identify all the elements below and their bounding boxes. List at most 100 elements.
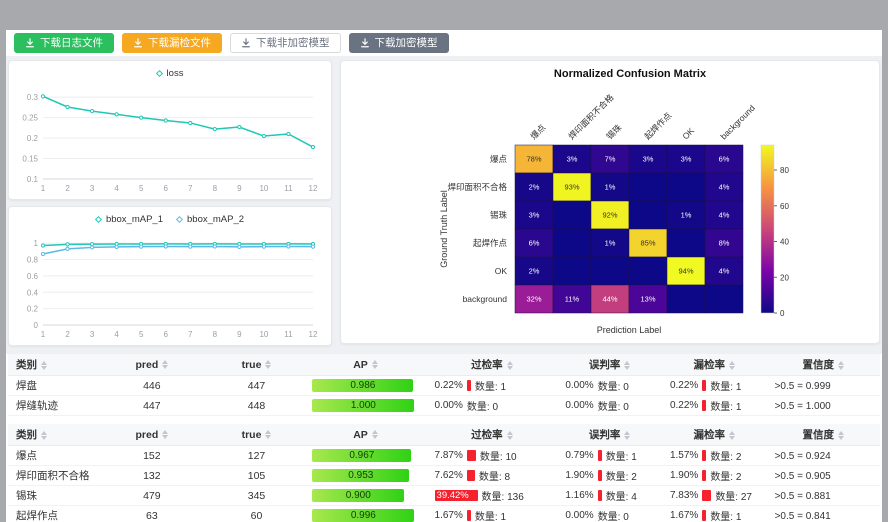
column-header[interactable]: 置信度: [766, 354, 880, 376]
ap-cell: 0.967: [304, 445, 427, 466]
svg-text:9: 9: [237, 330, 242, 339]
column-header-label: AP: [353, 358, 368, 371]
column-header[interactable]: AP: [304, 354, 427, 376]
svg-text:3: 3: [90, 330, 95, 339]
true-count: 447: [208, 375, 305, 396]
column-header[interactable]: 漏检率: [661, 354, 767, 376]
matrix-cell: [552, 256, 592, 286]
svg-text:12: 12: [309, 330, 318, 339]
ap-bar: 0.967: [312, 448, 412, 462]
download-encrypted-model-button[interactable]: 下载加密模型: [348, 32, 449, 54]
matrix-col-label: OK: [680, 125, 696, 141]
column-header[interactable]: 误判率: [557, 424, 662, 446]
rate-cell: 7.83% 数量: 27: [669, 490, 752, 503]
column-header[interactable]: true: [208, 424, 305, 446]
column-header[interactable]: 过检率: [426, 424, 558, 446]
rate-cell: 1.16% 数量: 4: [565, 490, 637, 503]
download-miss-file-button[interactable]: 下载漏检文件: [122, 32, 222, 54]
legend-item[interactable]: loss: [155, 68, 183, 79]
svg-text:0.8: 0.8: [27, 256, 39, 265]
confusion-matrix: 78% 3% 7% 3% 3% 6% 2% 93% 1% 4% 3% 92% 1% 4% 6% 1% 85% 8%…: [439, 92, 789, 335]
confidence-cell: >0.5 = 0.905: [766, 465, 880, 486]
confusion-matrix-card: Normalized Confusion Matrix 78% 3% 7% 3% 3% 6…: [340, 60, 880, 344]
miss-detect-cell: 0.22% 数量: 1: [661, 395, 767, 416]
column-header[interactable]: AP: [304, 424, 427, 446]
sort-icon: [506, 360, 513, 370]
matrix-cell: [590, 172, 630, 202]
table-row: 起焊作点 63 60 0.996 1.67% 数量: 1 0.00% 数量: 0 1.67% 数量…: [8, 505, 880, 522]
svg-text:8: 8: [213, 330, 218, 339]
class-label: 起焊作点: [8, 505, 96, 522]
column-header[interactable]: 误判率: [557, 354, 662, 376]
svg-text:8: 8: [213, 184, 218, 193]
matrix-row-label: OK: [495, 266, 508, 276]
rate-cell: 0.00% 数量: 0: [565, 510, 629, 522]
column-header[interactable]: true: [208, 354, 305, 376]
table-row: 爆点 152 127 0.967 7.87% 数量: 10 0.79% 数量: 1 1.57% 数…: [8, 445, 880, 466]
pred-count: 152: [95, 445, 209, 466]
rate-cell: 0.00% 数量: 0: [434, 400, 499, 413]
column-header[interactable]: 类别: [8, 354, 96, 376]
svg-text:1%: 1%: [605, 239, 616, 248]
svg-text:7: 7: [188, 330, 193, 339]
matrix-cell: [552, 284, 592, 314]
main-content: loss 0.1 0.15 0.2 0.25 0.3 1 2 3 4 5 6 7 8 9 10 11 12 bb…: [6, 56, 882, 346]
confidence-cell: >0.5 = 1.000: [766, 395, 880, 416]
column-header[interactable]: pred: [95, 424, 209, 446]
rate-cell: 0.00% 数量: 0: [565, 400, 629, 413]
legend-item[interactable]: bbox_mAP_2: [175, 214, 244, 225]
button-label: 下载漏检文件: [148, 36, 211, 49]
over-detect-cell: 0.22% 数量: 1: [426, 375, 558, 396]
miss-detect-cell: 1.57% 数量: 2: [661, 445, 767, 466]
loss-chart: 0.10.150.20.250.31 2 3 4 5 6 7 8 9 10 11 12: [22, 93, 318, 193]
confidence-cell: >0.5 = 0.999: [766, 375, 880, 396]
rate-cell: 1.67% 数量: 1: [669, 510, 742, 522]
column-header[interactable]: 类别: [8, 424, 96, 446]
column-header[interactable]: 漏检率: [661, 424, 767, 446]
download-plain-model-button[interactable]: 下载非加密模型: [230, 32, 341, 54]
svg-text:0.2: 0.2: [27, 134, 39, 143]
svg-text:0.4: 0.4: [27, 288, 39, 297]
matrix-cell: [552, 228, 592, 258]
rate-cell: 0.00% 数量: 0: [565, 380, 629, 393]
svg-text:2%: 2%: [529, 267, 540, 276]
misjudge-cell: 0.00% 数量: 0: [557, 395, 662, 416]
svg-text:3%: 3%: [529, 211, 540, 220]
svg-text:13%: 13%: [640, 295, 655, 304]
svg-text:10: 10: [259, 184, 268, 193]
ap-cell: 0.996: [304, 505, 427, 522]
svg-text:4%: 4%: [719, 211, 730, 220]
class-label: 焊印面积不合格: [8, 465, 96, 486]
sort-icon: [624, 430, 631, 440]
svg-text:11: 11: [284, 184, 293, 193]
legend-item[interactable]: bbox_mAP_1: [94, 214, 163, 225]
svg-text:78%: 78%: [526, 155, 541, 164]
svg-text:3%: 3%: [681, 155, 692, 164]
matrix-cell: [704, 172, 744, 202]
true-count: 105: [208, 465, 305, 486]
table-row: 焊盘 446 447 0.986 0.22% 数量: 1 0.00% 数量: 0 0.22% 数量…: [8, 375, 880, 396]
column-header[interactable]: pred: [95, 354, 209, 376]
true-count: 345: [208, 485, 305, 506]
over-detect-cell: 39.42% 数量: 136: [426, 485, 558, 506]
svg-text:0.15: 0.15: [22, 155, 38, 164]
svg-text:60: 60: [780, 202, 789, 211]
over-detect-cell: 0.00% 数量: 0: [426, 395, 558, 416]
matrix-cell: [590, 256, 630, 286]
button-label: 下载日志文件: [40, 36, 103, 49]
column-header[interactable]: 过检率: [426, 354, 558, 376]
column-header[interactable]: 置信度: [766, 424, 880, 446]
svg-text:80: 80: [780, 166, 789, 175]
ap-bar: 0.953: [312, 468, 410, 482]
svg-text:2: 2: [65, 330, 70, 339]
download-log-button[interactable]: 下载日志文件: [14, 32, 114, 54]
matrix-cell: [628, 228, 668, 258]
column-header-label: 漏检率: [693, 429, 726, 441]
class-label: 爆点: [8, 445, 96, 466]
matrix-cell: [552, 144, 592, 174]
matrix-cell: [666, 228, 706, 258]
matrix-cell: [552, 200, 592, 230]
misjudge-cell: 1.16% 数量: 4: [557, 485, 662, 506]
class-label: 焊盘: [8, 375, 96, 396]
class-label: 焊缝轨迹: [8, 395, 96, 416]
